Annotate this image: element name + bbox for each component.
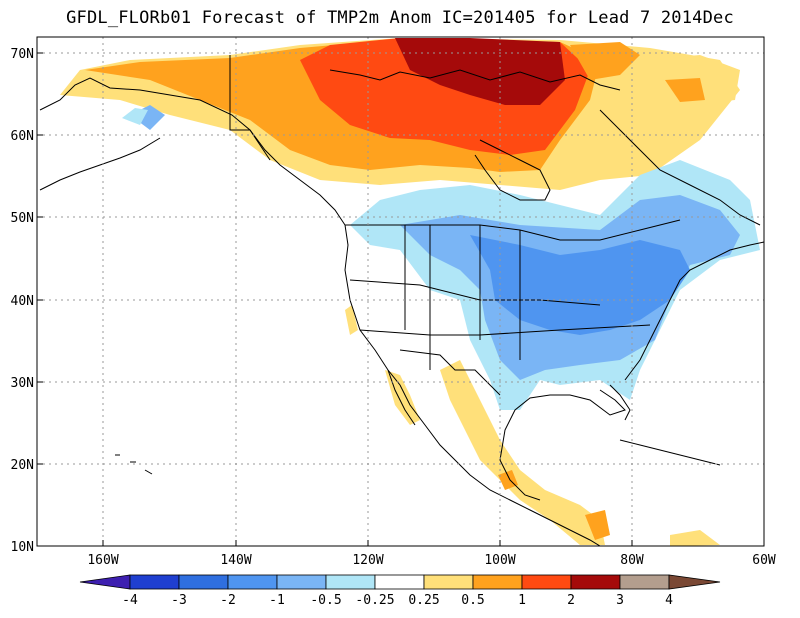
anomaly-cold-alaska2 bbox=[122, 108, 148, 125]
coast-east-us bbox=[624, 241, 764, 381]
colorbar-seg-8 bbox=[472, 574, 523, 590]
lon-label-100w: 100W bbox=[484, 553, 515, 568]
colorbar-seg-2 bbox=[178, 574, 229, 590]
grid bbox=[37, 37, 764, 546]
coast-west-us bbox=[344, 224, 601, 546]
lat-label-70n: 70N bbox=[11, 47, 34, 62]
coast-baja bbox=[387, 369, 416, 426]
colorbar-seg-5 bbox=[325, 574, 376, 590]
border-us-mexico bbox=[399, 349, 501, 396]
lat-label-50n: 50N bbox=[11, 211, 34, 226]
lat-label-60n: 60N bbox=[11, 129, 34, 144]
anomaly-warm-baja bbox=[385, 370, 420, 425]
colorbar: -4 -3 -2 -1 -0.5 -0.25 0.25 0.5 1 2 3 4 bbox=[79, 574, 721, 608]
map-title: GFDL_FLORb01 Forecast of TMP2m Anom IC=2… bbox=[66, 8, 734, 28]
colorbar-label-2: -2 bbox=[220, 593, 236, 608]
coast-gulf bbox=[499, 389, 626, 501]
colorbar-label-9: 2 bbox=[567, 593, 575, 608]
colorbar-seg-3 bbox=[227, 574, 278, 590]
colorbar-seg-11 bbox=[619, 574, 670, 590]
border-alaska-canada bbox=[229, 55, 271, 161]
lat-label-40n: 40N bbox=[11, 294, 34, 309]
lon-label-160w: 160W bbox=[87, 553, 118, 568]
colorbar-seg-0 bbox=[79, 574, 131, 590]
state-lines bbox=[349, 225, 651, 370]
anomaly-cold-dark bbox=[470, 235, 690, 335]
colorbar-label-8: 1 bbox=[518, 593, 526, 608]
lat-labels: 70N 60N 50N 40N 30N 20N 10N bbox=[11, 47, 34, 555]
coast-hawaii bbox=[115, 454, 153, 475]
coast-florida bbox=[609, 384, 631, 421]
plot-frame bbox=[36, 36, 765, 547]
colorbar-label-7: 0.5 bbox=[461, 593, 484, 608]
colorbar-label-3: -1 bbox=[269, 593, 285, 608]
colorbar-seg-9 bbox=[521, 574, 572, 590]
colorbar-seg-4 bbox=[276, 574, 327, 590]
coast-arctic bbox=[329, 69, 621, 91]
axis-ticks bbox=[37, 52, 633, 546]
lon-label-120w: 120W bbox=[352, 553, 383, 568]
lat-label-20n: 20N bbox=[11, 458, 34, 473]
colorbar-seg-10 bbox=[570, 574, 621, 590]
colorbar-label-11: 4 bbox=[665, 593, 673, 608]
anomaly-warm-sa bbox=[670, 530, 720, 546]
colorbar-label-10: 3 bbox=[616, 593, 624, 608]
anomaly-warm-ne bbox=[570, 42, 640, 80]
coastlines bbox=[39, 55, 764, 546]
lon-label-140w: 140W bbox=[220, 553, 251, 568]
anomaly-warm-mexico bbox=[440, 360, 605, 545]
colorbar-label-4: -0.5 bbox=[310, 593, 341, 608]
lon-label-80w: 80W bbox=[620, 553, 644, 568]
lat-label-30n: 30N bbox=[11, 376, 34, 391]
anomaly-warm-sw bbox=[345, 305, 358, 335]
anomaly-warm-baffin bbox=[650, 118, 700, 140]
lat-label-10n: 10N bbox=[11, 540, 34, 555]
anomaly-warm-darkred bbox=[395, 38, 565, 105]
colorbar-seg-12 bbox=[668, 574, 721, 590]
colorbar-seg-1 bbox=[129, 574, 180, 590]
colorbar-seg-6 bbox=[374, 574, 425, 590]
anomaly-warm-ne3 bbox=[665, 78, 705, 102]
colorbar-label-1: -3 bbox=[171, 593, 187, 608]
colorbar-label-6: 0.25 bbox=[408, 593, 439, 608]
coast-caribbean bbox=[619, 439, 721, 466]
colorbar-label-5: -0.25 bbox=[355, 593, 394, 608]
coast-hudson bbox=[474, 139, 551, 201]
lon-label-60w: 60W bbox=[752, 553, 776, 568]
coast-alaska bbox=[39, 77, 346, 226]
coast-labrador bbox=[599, 109, 761, 226]
anomaly-warm-mexico2 bbox=[498, 470, 518, 490]
colorbar-seg-7 bbox=[423, 574, 474, 590]
coast-aleutians bbox=[39, 137, 161, 191]
colorbar-label-0: -4 bbox=[122, 593, 138, 608]
anomaly-warm-central bbox=[585, 510, 610, 540]
anomaly-shading bbox=[60, 38, 760, 546]
lon-labels: 160W 140W 120W 100W 80W 60W bbox=[87, 553, 776, 568]
